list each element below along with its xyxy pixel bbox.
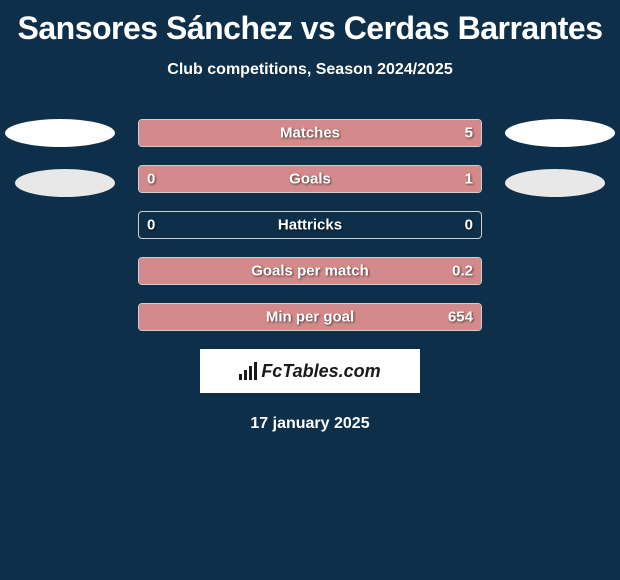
stat-label: Goals (139, 171, 481, 188)
date-label: 17 january 2025 (0, 415, 620, 433)
stat-row: 0Hattricks0 (138, 211, 482, 239)
stat-label: Hattricks (139, 217, 481, 234)
stats-container: Matches50Goals10Hattricks0Goals per matc… (0, 119, 620, 433)
stat-value-right: 1 (465, 171, 473, 188)
stat-row: 0Goals1 (138, 165, 482, 193)
stat-value-right: 0 (465, 217, 473, 234)
subtitle: Club competitions, Season 2024/2025 (0, 61, 620, 79)
stat-label: Min per goal (139, 309, 481, 326)
stat-value-right: 0.2 (452, 263, 473, 280)
logo-text: FcTables.com (239, 361, 380, 382)
player-left-ellipse-1 (5, 119, 115, 147)
stat-row: Matches5 (138, 119, 482, 147)
player-left-ellipse-2 (15, 169, 115, 197)
logo-box: FcTables.com (200, 349, 420, 393)
page-title: Sansores Sánchez vs Cerdas Barrantes (0, 0, 620, 47)
player-right-ellipse-2 (505, 169, 605, 197)
logo-label: FcTables.com (261, 361, 380, 382)
player-right-ellipse-1 (505, 119, 615, 147)
stat-label: Matches (139, 125, 481, 142)
stat-row: Min per goal654 (138, 303, 482, 331)
stat-label: Goals per match (139, 263, 481, 280)
stat-value-right: 5 (465, 125, 473, 142)
stat-value-right: 654 (448, 309, 473, 326)
stat-row: Goals per match0.2 (138, 257, 482, 285)
logo-chart-icon (239, 362, 257, 380)
bars-wrapper: Matches50Goals10Hattricks0Goals per matc… (0, 119, 620, 331)
